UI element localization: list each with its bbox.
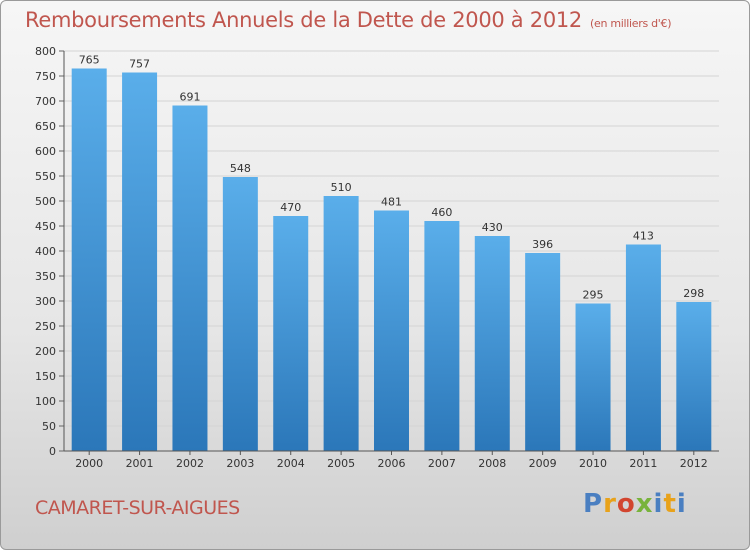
data-label: 765 xyxy=(79,54,100,67)
bar-2003[interactable] xyxy=(222,177,258,451)
bar-2001[interactable] xyxy=(122,72,158,452)
x-tick-label: 2012 xyxy=(680,457,708,470)
data-label: 413 xyxy=(633,230,654,243)
y-tick-label: 350 xyxy=(35,270,56,283)
bar-2000[interactable] xyxy=(71,68,107,452)
data-label: 470 xyxy=(280,201,301,214)
y-tick-label: 750 xyxy=(35,70,56,83)
x-tick-label: 2002 xyxy=(176,457,204,470)
x-tick-label: 2009 xyxy=(529,457,557,470)
data-label: 460 xyxy=(431,206,452,219)
x-tick-label: 2004 xyxy=(277,457,305,470)
x-tick-label: 2007 xyxy=(428,457,456,470)
bar-2010[interactable] xyxy=(575,303,611,452)
data-label: 548 xyxy=(230,162,251,175)
chart-title: Remboursements Annuels de la Dette de 20… xyxy=(25,8,671,32)
data-label: 295 xyxy=(583,289,604,302)
bar-2008[interactable] xyxy=(474,236,510,451)
x-tick-label: 2008 xyxy=(478,457,506,470)
bar-2012[interactable] xyxy=(676,302,712,451)
bar-2009[interactable] xyxy=(525,253,561,451)
x-tick-label: 2006 xyxy=(378,457,406,470)
data-label: 757 xyxy=(129,58,150,71)
y-tick-label: 100 xyxy=(35,395,56,408)
x-tick-label: 2001 xyxy=(126,457,154,470)
x-tick-label: 2003 xyxy=(226,457,254,470)
y-tick-label: 450 xyxy=(35,220,56,233)
x-tick-label: 2011 xyxy=(629,457,657,470)
bar-2004[interactable] xyxy=(273,216,309,451)
proxiti-logo[interactable]: Proxiti xyxy=(583,489,687,519)
data-label: 298 xyxy=(683,287,704,300)
y-tick-label: 250 xyxy=(35,320,56,333)
y-tick-label: 500 xyxy=(35,195,56,208)
x-tick-label: 2005 xyxy=(327,457,355,470)
y-tick-label: 600 xyxy=(35,145,56,158)
data-label: 481 xyxy=(381,196,402,209)
bar-2002[interactable] xyxy=(172,105,208,452)
bar-2006[interactable] xyxy=(374,210,409,452)
bar-2005[interactable] xyxy=(323,196,359,451)
data-label: 396 xyxy=(532,238,553,251)
data-label: 510 xyxy=(331,181,352,194)
y-tick-label: 550 xyxy=(35,170,56,183)
y-tick-label: 150 xyxy=(35,370,56,383)
x-tick-label: 2000 xyxy=(75,457,103,470)
bar-2011[interactable] xyxy=(625,244,661,452)
data-label: 430 xyxy=(482,221,503,234)
y-tick-label: 400 xyxy=(35,245,56,258)
y-tick-label: 300 xyxy=(35,295,56,308)
y-tick-label: 50 xyxy=(42,420,56,433)
bar-2007[interactable] xyxy=(424,221,460,451)
y-tick-label: 200 xyxy=(35,345,56,358)
y-tick-label: 800 xyxy=(35,45,56,58)
chart-title-text: Remboursements Annuels de la Dette de 20… xyxy=(25,8,582,32)
y-tick-label: 700 xyxy=(35,95,56,108)
x-tick-label: 2010 xyxy=(579,457,607,470)
town-name: CAMARET-SUR-AIGUES xyxy=(35,497,240,519)
chart-subtitle: (en milliers d'€) xyxy=(590,17,672,30)
y-tick-label: 0 xyxy=(49,445,56,458)
data-label: 691 xyxy=(179,91,200,104)
y-tick-label: 650 xyxy=(35,120,56,133)
